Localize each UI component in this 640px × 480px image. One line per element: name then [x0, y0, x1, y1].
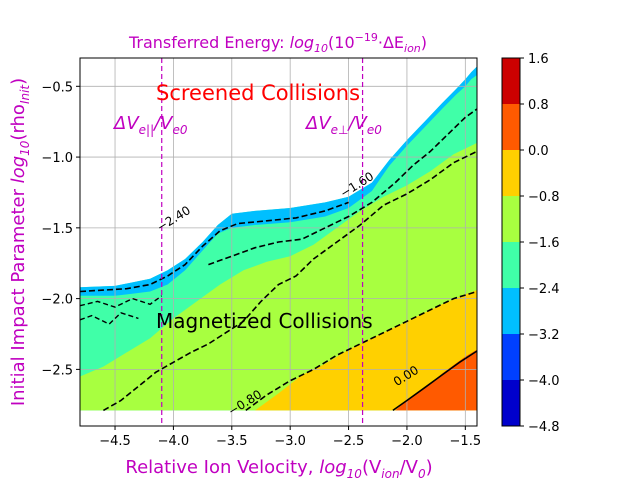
colorbar-tick-label-7: 0.8 [528, 98, 549, 113]
dv-par-sub2: e0 [173, 123, 188, 137]
xlabel-ion-sub: ion [381, 467, 399, 480]
title-delta: ·ΔE [378, 33, 404, 52]
xlabel-mid: /V [400, 457, 419, 478]
x-axis-ticks: −4.5 −4.0 −3.5 −3.0 −2.5 −2.0 −1.5 [99, 426, 481, 449]
xlabel-zero-sub: 0 [418, 467, 426, 480]
xlabel-close: ) [426, 457, 433, 478]
ylabel-prefix: Initial Impact Parameter [8, 183, 29, 406]
dv-perp-main: ΔV [304, 113, 332, 134]
contour-line-neg2-4 [79, 201, 349, 293]
contour-line-neg0-8-lower [245, 290, 478, 412]
colorbar-swatch-3 [502, 242, 520, 288]
dv-par-sub: e|| [139, 123, 154, 137]
colorbar-swatch-1 [502, 334, 520, 380]
colorbar-tick-label-5: −0.8 [528, 190, 560, 205]
colorbar-tick-label-3: −2.4 [528, 282, 560, 297]
contour-line-zero [392, 350, 478, 412]
y-tick-label-0: −2.5 [41, 363, 73, 378]
xlabel-paren: (V [362, 457, 382, 478]
colorbar-swatch-5 [502, 150, 520, 196]
ylabel-paren: (rho [8, 104, 29, 141]
xlabel-log-sub: 10 [347, 467, 363, 480]
title-log: log [290, 33, 314, 52]
colorbar-tick-label-8: 1.6 [528, 52, 549, 67]
y-tick-label-1: −2.0 [41, 293, 73, 308]
contour-line-neg1-6 [208, 108, 478, 266]
ylabel-init-sub: Init [18, 84, 32, 104]
x-tick-label-2: −3.5 [216, 434, 248, 449]
magnetized-collisions-label: Magnetized Collisions [156, 309, 373, 333]
contour-line-noise-2 [79, 312, 139, 325]
ylabel-log: log [8, 156, 29, 183]
ylabel-log-sub: 10 [18, 140, 32, 156]
dv-perp-rest: /V [346, 113, 368, 134]
title-prefix: Transferred Energy: [128, 33, 290, 52]
y-tick-label-2: −1.5 [41, 222, 73, 237]
y-axis-ticks: −2.5 −2.0 −1.5 −1.0 −0.5 [41, 80, 80, 378]
vertical-lines [161, 58, 364, 426]
colorbar: −4.8 −4.0 −3.2 −2.4 −1.6 −0.8 0.0 0.8 1.6 [501, 52, 560, 435]
x-tick-label-3: −3.0 [274, 434, 306, 449]
y-tick-label-4: −0.5 [41, 80, 73, 95]
colorbar-swatch-0 [502, 380, 520, 426]
colorbar-swatch-7 [502, 58, 520, 104]
title-sup: −19 [355, 31, 378, 44]
y-axis-label: Initial Impact Parameter log10(rhoInit) [8, 78, 32, 406]
colorbar-swatch-2 [502, 288, 520, 334]
colorbar-tick-label-2: −3.2 [528, 328, 560, 343]
x-tick-label-6: −1.5 [450, 434, 482, 449]
contour-fill-level-5 [255, 290, 477, 411]
xlabel-prefix: Relative Ion Velocity, [125, 457, 319, 478]
colorbar-swatch-4 [502, 196, 520, 242]
contour-lines [79, 58, 478, 426]
dv-perp-sub2: e0 [367, 123, 382, 137]
dv-perp-sub: e⊥ [331, 123, 349, 137]
dv-parallel-label: ΔVe||/Ve0 [112, 113, 188, 137]
chart-title: Transferred Energy: log10(10−19·ΔEion) [128, 31, 427, 55]
title-paren: (10 [328, 33, 355, 52]
ylabel-close: ) [8, 78, 29, 85]
x-tick-label-4: −2.5 [333, 434, 365, 449]
y-tick-label-3: −1.0 [41, 151, 73, 166]
x-axis-label: Relative Ion Velocity, log10(Vion/V0) [125, 457, 432, 480]
dv-par-main: ΔV [112, 113, 140, 134]
title-log-sub: 10 [314, 42, 328, 55]
contour-line-noise-1 [79, 295, 163, 308]
contour-line-neg0-8 [103, 150, 478, 412]
colorbar-tick-label-1: −4.0 [528, 374, 560, 389]
x-tick-label-0: −4.5 [99, 434, 131, 449]
colorbar-tick-label-6: 0.0 [528, 144, 549, 159]
dv-par-rest: /V [152, 113, 174, 134]
title-close: ) [421, 33, 427, 52]
x-tick-label-1: −4.0 [158, 434, 190, 449]
title-ion-sub: ion [404, 42, 421, 55]
colorbar-swatch-6 [502, 104, 520, 150]
xlabel-log: log [319, 457, 346, 478]
plot-area: −2.40−0.800.00−1.60 [79, 57, 478, 427]
dv-perp-label: ΔVe⊥/Ve0 [304, 113, 382, 137]
x-tick-label-5: −2.0 [391, 434, 423, 449]
colorbar-tick-label-0: −4.8 [528, 420, 560, 435]
screened-collisions-label: Screened Collisions [156, 81, 360, 105]
colorbar-tick-label-4: −1.6 [528, 236, 560, 251]
